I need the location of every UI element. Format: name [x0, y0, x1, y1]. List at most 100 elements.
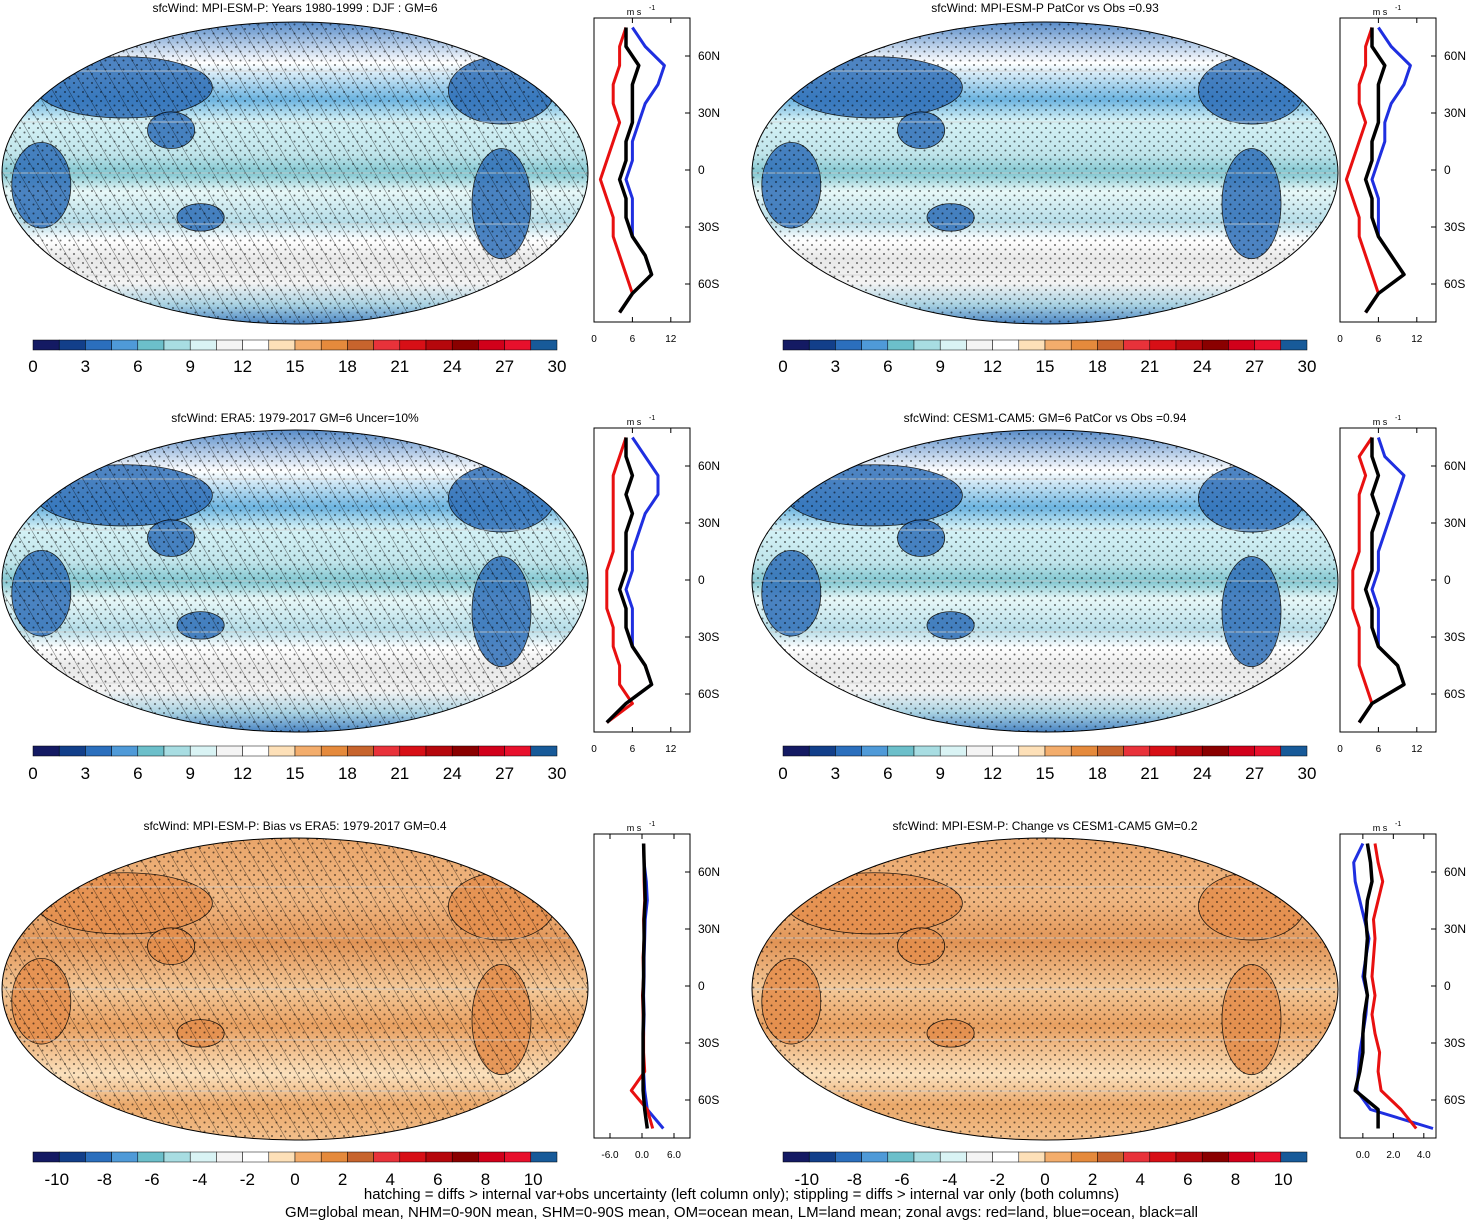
colorbar-box	[137, 339, 165, 351]
colorbar-box	[320, 745, 348, 757]
colorbar-box	[966, 745, 993, 757]
colorbar-box	[242, 745, 270, 757]
colorbar-box	[861, 1151, 889, 1163]
colorbar-tick-label: 15	[1036, 764, 1055, 783]
y-tick-label: 60S	[698, 1093, 719, 1107]
colorbar-tick-label: 21	[390, 764, 409, 783]
x-tick-label: 12	[665, 334, 677, 345]
colorbar-box	[1018, 745, 1046, 757]
colorbar-tick-label: 0	[28, 357, 37, 376]
colorbar-tick-label: 12	[233, 357, 252, 376]
colorbar-box	[808, 1151, 836, 1163]
colorbar-box	[1070, 1151, 1098, 1163]
series-land	[1370, 843, 1418, 1130]
colorbar-tick-label: 30	[1298, 764, 1317, 783]
colorbar-tick-label: 3	[831, 764, 840, 783]
x-tick-label: 0	[1337, 334, 1343, 345]
colorbar-tick-label: 0	[290, 1170, 299, 1189]
y-tick-label: 60N	[698, 459, 720, 473]
colorbar-tick-label: 9	[935, 764, 944, 783]
x-tick-label: 0	[591, 744, 597, 755]
colorbar-box	[294, 339, 322, 351]
x-tick-label: 12	[1411, 744, 1423, 755]
colorbar-box	[294, 745, 322, 757]
colorbar-box	[189, 745, 217, 757]
colorbar-box	[1070, 339, 1098, 351]
colorbar-tick-label: 6	[433, 1170, 442, 1189]
colorbar-box	[268, 339, 296, 351]
colorbar-tick-label: 27	[1245, 764, 1264, 783]
colorbar-box	[1254, 1151, 1282, 1163]
series-land	[598, 27, 634, 314]
footnote-line-2: GM=global mean, NHM=0-90N mean, SHM=0-90…	[284, 1204, 1198, 1221]
unit-label: m s	[1373, 823, 1388, 833]
colorbar-tick-label: 4	[386, 1170, 395, 1189]
colorbar-box	[1044, 1151, 1072, 1163]
series-land	[1351, 436, 1374, 724]
colorbar-box	[992, 745, 1020, 757]
map-outline	[751, 21, 1339, 325]
x-tick-label: 0	[591, 334, 597, 345]
colorbar-tick-label: 24	[443, 357, 462, 376]
colorbar-tick-label: 9	[935, 357, 944, 376]
colorbar-box	[835, 1151, 862, 1163]
map-outline	[1, 837, 589, 1141]
colorbar-tick-label: -10	[795, 1170, 820, 1189]
colorbar-box	[861, 745, 889, 757]
colorbar-box	[1044, 745, 1072, 757]
y-tick-label: 60S	[1444, 277, 1465, 291]
colorbar: -10 -8 -6 -4 -2 0 2 4 6 8 10	[32, 1151, 558, 1189]
colorbar-box	[992, 1151, 1020, 1163]
colorbar-box	[939, 1151, 967, 1163]
colorbar-box	[425, 1151, 453, 1163]
y-tick-label: 30S	[1444, 1036, 1465, 1050]
colorbar-box	[373, 745, 401, 757]
colorbar-box	[294, 1151, 322, 1163]
colorbar-tick-label: 27	[495, 764, 514, 783]
unit-exponent: -1	[1395, 821, 1401, 828]
colorbar-tick-label: 4	[1136, 1170, 1145, 1189]
y-tick-label: 60N	[698, 49, 720, 63]
unit-exponent: -1	[1395, 5, 1401, 12]
colorbar-tick-label: -8	[97, 1170, 112, 1189]
colorbar-box	[1228, 339, 1255, 351]
y-tick-label: 30N	[698, 516, 720, 530]
unit-label: m s	[1373, 7, 1388, 17]
colorbar-tick-label: 6	[1183, 1170, 1192, 1189]
colorbar-tick-label: 15	[286, 764, 305, 783]
unit-exponent: -1	[649, 821, 655, 828]
colorbar-box	[111, 339, 139, 351]
map-outline	[751, 837, 1339, 1141]
panel-2: sfcWind: MPI-ESM-P PatCor vs Obs =0.93 0 3…	[751, 1, 1466, 376]
colorbar-box	[268, 745, 296, 757]
colorbar-box	[320, 1151, 348, 1163]
colorbar-tick-label: 12	[983, 764, 1002, 783]
colorbar-tick-label: 0	[1040, 1170, 1049, 1189]
colorbar-box	[504, 339, 532, 351]
colorbar-tick-label: 6	[883, 357, 892, 376]
footnote-line-1: hatching = diffs > internal var+obs unce…	[363, 1186, 1120, 1203]
colorbar-box	[347, 339, 374, 351]
colorbar-box	[478, 745, 505, 757]
colorbar-tick-label: 30	[548, 357, 567, 376]
colorbar-tick-label: -2	[990, 1170, 1005, 1189]
colorbar-box	[1018, 1151, 1046, 1163]
colorbar-box	[111, 1151, 139, 1163]
map-outline	[1, 21, 589, 325]
colorbar-box	[1228, 1151, 1255, 1163]
y-tick-label: 60S	[1444, 687, 1465, 701]
colorbar-box	[163, 745, 191, 757]
y-tick-label: 30S	[698, 630, 719, 644]
zonal-frame	[1339, 427, 1437, 733]
colorbar-box	[808, 745, 836, 757]
colorbar-tick-label: 12	[233, 764, 252, 783]
map-field	[2, 22, 588, 324]
colorbar-box	[1123, 339, 1151, 351]
series-all	[1357, 437, 1406, 724]
colorbar-box	[163, 1151, 191, 1163]
y-tick-label: 60S	[698, 277, 719, 291]
colorbar-tick-label: 27	[1245, 357, 1264, 376]
colorbar-tick-label: 21	[1140, 357, 1159, 376]
colorbar-box	[504, 1151, 532, 1163]
colorbar-box	[216, 1151, 243, 1163]
